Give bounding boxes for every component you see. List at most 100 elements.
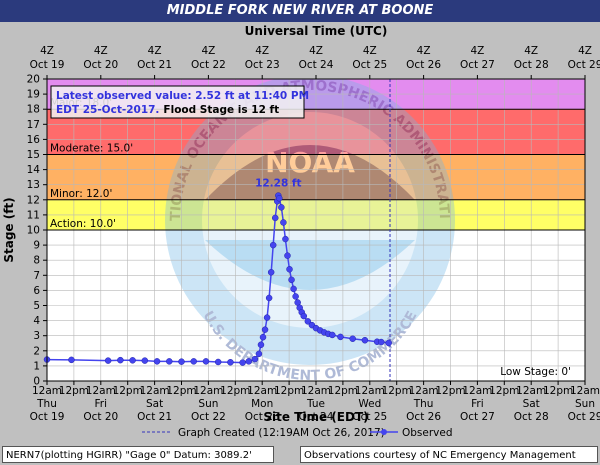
top-tick-date: Oct 19 <box>30 59 65 71</box>
x-tick-date: Oct 24 <box>299 411 334 423</box>
latest-value-line2: EDT 25-Oct-2017. Flood Stage is 12 ft <box>56 104 279 116</box>
data-point <box>292 293 299 300</box>
x-tick-time: 12pm <box>274 385 304 397</box>
y-tick-label: 2 <box>33 345 40 357</box>
x-tick-time: 12am <box>140 385 170 397</box>
x-tick-time: 12pm <box>220 385 250 397</box>
top-tick-date: Oct 23 <box>245 59 280 71</box>
hydrograph-chart: NOAA NATIONAL OCEANIC AND ATMOSPHERIC AD… <box>2 24 600 439</box>
top-tick-time: 4Z <box>40 45 54 57</box>
y-tick-label: 9 <box>33 240 40 252</box>
band-label-minor: Minor: 12.0' <box>50 188 112 200</box>
top-tick-time: 4Z <box>470 45 484 57</box>
x-tick-date: Oct 23 <box>245 411 280 423</box>
data-point <box>361 336 369 344</box>
x-tick-time: 12pm <box>328 385 358 397</box>
x-tick-date: Oct 22 <box>191 411 226 423</box>
data-point <box>190 358 197 365</box>
data-point <box>377 338 385 346</box>
x-tick-date: Oct 26 <box>406 411 441 423</box>
data-point <box>385 339 392 347</box>
data-point <box>276 195 283 202</box>
x-tick-time: 12pm <box>113 385 143 397</box>
y-tick-label: 19 <box>27 89 40 101</box>
x-tick-time: 12am <box>462 385 492 397</box>
data-point <box>271 214 279 222</box>
data-point <box>280 219 287 226</box>
top-tick-time: 4Z <box>417 45 431 57</box>
y-tick-label: 17 <box>27 119 40 131</box>
x-tick-date: Oct 21 <box>137 411 172 423</box>
top-tick-time: 4Z <box>524 45 538 57</box>
footer-credit: Observations courtesy of NC Emergency Ma… <box>300 446 598 463</box>
top-tick-time: 4Z <box>255 45 269 57</box>
x-tick-weekday: Sat <box>523 398 540 410</box>
data-point <box>349 335 356 342</box>
latest-value-date: EDT 25-Oct-2017. <box>56 104 159 116</box>
y-tick-label: 11 <box>27 209 40 221</box>
x-tick-time: 12am <box>301 385 331 397</box>
top-tick-time: 4Z <box>309 45 323 57</box>
x-tick-time: 12pm <box>489 385 519 397</box>
top-tick-time: 4Z <box>148 45 162 57</box>
x-tick-weekday: Sun <box>198 398 218 410</box>
y-tick-label: 1 <box>33 360 40 372</box>
top-tick-date: Oct 22 <box>191 59 226 71</box>
y-tick-label: 12 <box>27 194 40 206</box>
x-tick-time: 12am <box>409 385 439 397</box>
legend-observed: Observed <box>402 427 453 439</box>
data-point <box>141 357 149 364</box>
data-point <box>178 358 185 365</box>
top-tick-date: Oct 27 <box>460 59 495 71</box>
data-point <box>255 350 263 358</box>
data-point <box>329 331 336 339</box>
chart-title: MIDDLE FORK NEW RIVER AT BOONE <box>0 0 600 22</box>
x-axis-label: Site Time (EDT) <box>263 410 368 424</box>
x-tick-weekday: Thu <box>36 398 57 410</box>
y-tick-label: 6 <box>33 285 40 297</box>
x-tick-weekday: Sat <box>146 398 163 410</box>
y-tick-label: 5 <box>33 300 40 312</box>
top-tick-date: Oct 21 <box>137 59 172 71</box>
data-point <box>304 318 312 325</box>
data-point <box>288 276 295 284</box>
series-observed <box>43 192 392 366</box>
top-tick-date: Oct 20 <box>83 59 118 71</box>
x-tick-date: Oct 27 <box>460 411 495 423</box>
band-label-action: Action: 10.0' <box>50 218 116 230</box>
band-label-moderate: Moderate: 15.0' <box>50 143 133 155</box>
x-tick-weekday: Mon <box>251 398 273 410</box>
data-point <box>300 312 308 320</box>
data-point <box>278 204 285 211</box>
y-tick-label: 16 <box>27 134 41 146</box>
grid <box>46 78 586 382</box>
data-point <box>267 269 275 276</box>
x-tick-time: 12am <box>86 385 116 397</box>
x-tick-time: 12am <box>247 385 277 397</box>
x-tick-date: Oct 29 <box>568 411 600 423</box>
top-tick-date: Oct 24 <box>299 59 334 71</box>
x-tick-time: 12pm <box>59 385 89 397</box>
data-point <box>261 326 269 333</box>
top-tick-date: Oct 26 <box>406 59 441 71</box>
top-axis-label: Universal Time (UTC) <box>245 24 388 38</box>
data-point <box>239 359 246 366</box>
data-point <box>286 266 293 273</box>
flood-stage-text: Flood Stage is 12 ft <box>163 104 279 116</box>
data-point <box>104 357 112 364</box>
top-tick-time: 4Z <box>94 45 108 57</box>
x-tick-weekday: Sun <box>575 398 595 410</box>
x-tick-time: 12am <box>32 385 62 397</box>
x-tick-time: 12am <box>355 385 385 397</box>
data-point <box>290 285 297 293</box>
legend-observed-marker <box>381 429 387 435</box>
data-point <box>251 355 259 363</box>
data-point <box>282 235 289 243</box>
top-tick-date: Oct 29 <box>568 59 600 71</box>
data-point <box>68 356 75 364</box>
data-point <box>284 252 291 259</box>
latest-value-box <box>50 85 305 119</box>
y-tick-label: 8 <box>33 255 40 267</box>
noaa-logo-text: NOAA <box>265 146 355 179</box>
